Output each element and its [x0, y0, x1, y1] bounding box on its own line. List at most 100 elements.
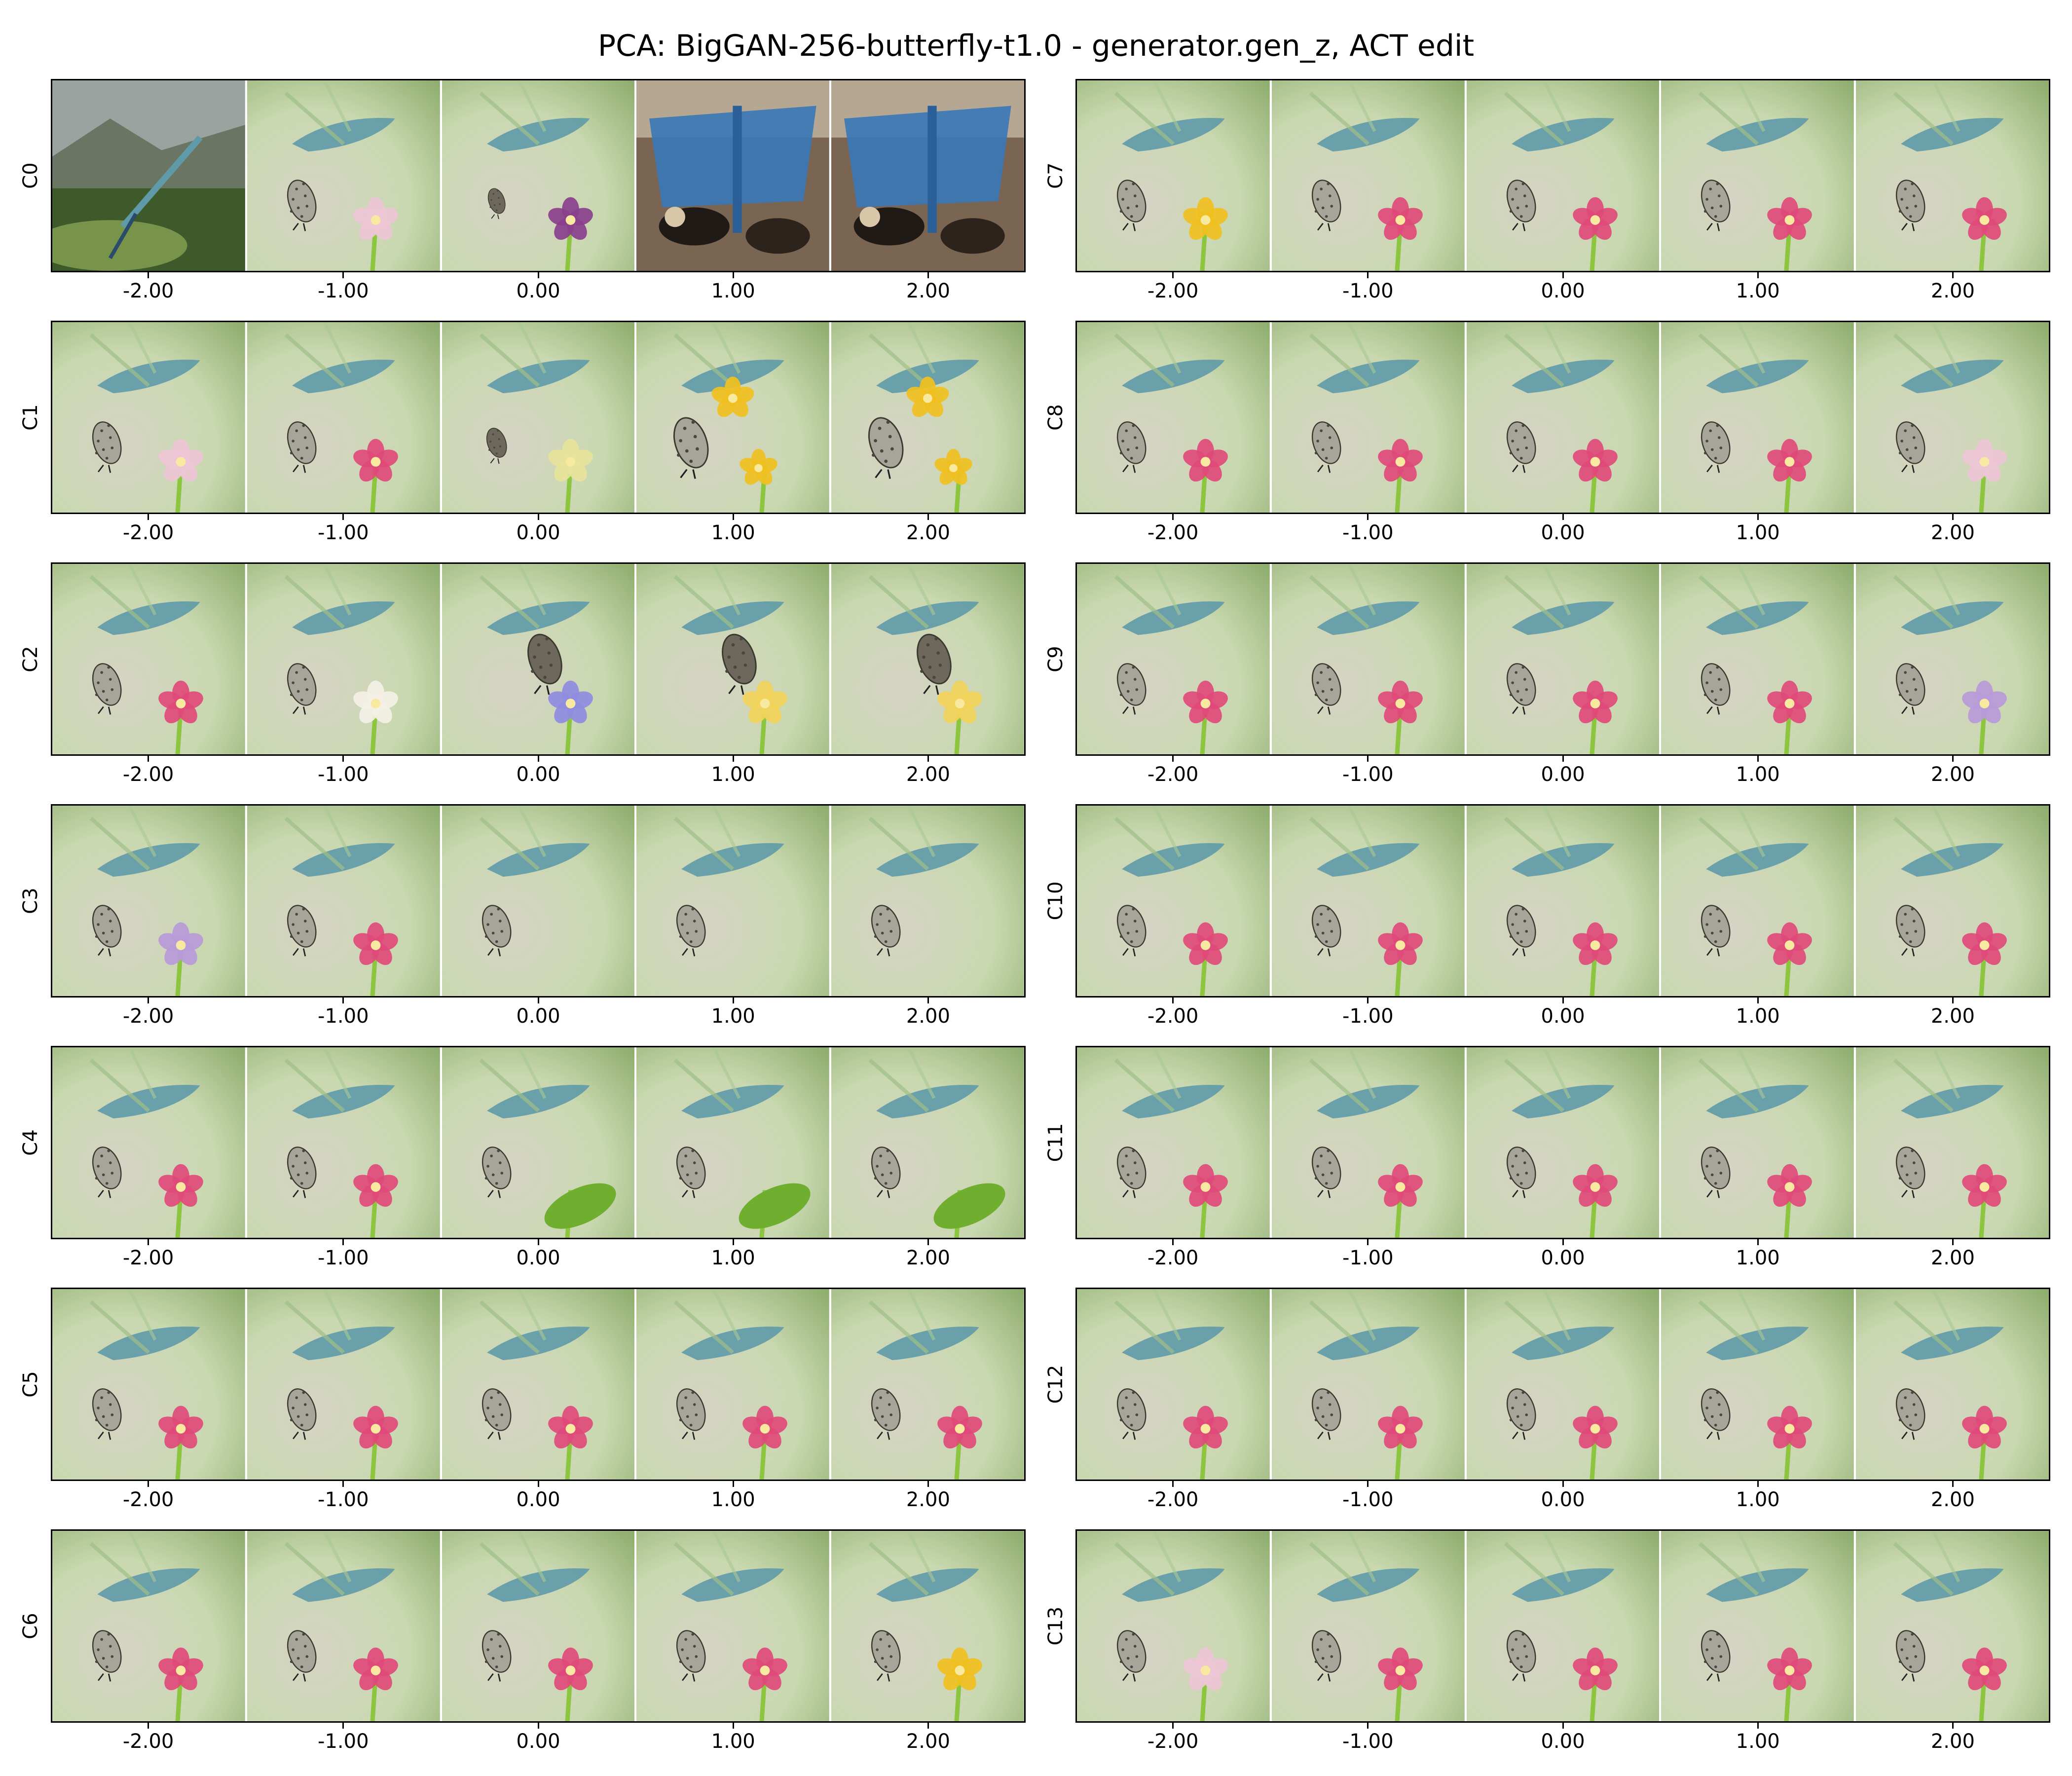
x-tick: [1367, 1481, 1369, 1487]
x-tick: [1562, 272, 1564, 278]
x-tick-label: -2.00: [122, 763, 174, 786]
x-tick-label: 1.00: [1736, 1247, 1780, 1269]
generated-image: [1269, 1289, 1465, 1480]
generated-image: [829, 564, 1024, 754]
generated-image: [1269, 564, 1465, 754]
x-tick: [1172, 1481, 1174, 1487]
x-tick-label: 1.00: [1736, 1730, 1780, 1753]
x-tick: [537, 1723, 539, 1729]
x-tick: [1562, 998, 1564, 1003]
x-tick: [342, 1239, 344, 1245]
x-tick-label: 2.00: [906, 521, 950, 544]
generated-image: [1464, 1531, 1660, 1721]
generated-image: [829, 80, 1024, 271]
x-tick-label: -1.00: [1342, 521, 1394, 544]
x-tick: [342, 756, 344, 762]
image-strip: [51, 1529, 1026, 1723]
generated-image: [245, 564, 440, 754]
x-tick-label: -1.00: [318, 1730, 369, 1753]
generated-image: [245, 1047, 440, 1238]
x-tick: [1172, 998, 1174, 1003]
generated-image: [1077, 806, 1270, 996]
x-tick-label: -1.00: [318, 1247, 369, 1269]
generated-image: [1077, 1047, 1270, 1238]
generated-image: [440, 1289, 635, 1480]
generated-image: [52, 1047, 245, 1238]
generated-image: [1269, 322, 1465, 513]
x-tick: [537, 1481, 539, 1487]
x-tick-label: 0.00: [1541, 1488, 1585, 1511]
x-tick-label: 2.00: [906, 280, 950, 302]
x-tick: [1367, 756, 1369, 762]
x-tick: [1172, 272, 1174, 278]
x-tick-label: 0.00: [516, 521, 560, 544]
x-tick: [1952, 1723, 1954, 1729]
generated-image: [1854, 322, 2049, 513]
x-tick-label: -2.00: [1147, 521, 1199, 544]
row-label: C13: [1044, 1606, 1067, 1646]
x-tick-label: -1.00: [1342, 280, 1394, 302]
generated-image: [829, 1047, 1024, 1238]
x-tick-label: 1.00: [1736, 1005, 1780, 1028]
x-tick: [1952, 998, 1954, 1003]
x-tick: [342, 1481, 344, 1487]
x-tick: [148, 1239, 149, 1245]
generated-image: [1659, 1289, 1854, 1480]
x-tick: [1172, 756, 1174, 762]
x-tick-label: 2.00: [906, 1247, 950, 1269]
row-label: C12: [1044, 1365, 1067, 1404]
generated-image: [245, 322, 440, 513]
x-tick-label: 1.00: [711, 521, 755, 544]
image-strip: [1075, 1288, 2050, 1481]
generated-image: [52, 322, 245, 513]
x-tick-label: -1.00: [1342, 763, 1394, 786]
x-tick-label: 1.00: [1736, 1488, 1780, 1511]
x-tick: [537, 1239, 539, 1245]
x-tick: [1367, 1723, 1369, 1729]
x-tick-label: 2.00: [1930, 1247, 1975, 1269]
x-tick-label: -2.00: [1147, 1488, 1199, 1511]
x-tick: [1562, 514, 1564, 520]
generated-image: [1854, 806, 2049, 996]
generated-image: [634, 1047, 830, 1238]
x-tick: [1367, 1239, 1369, 1245]
x-tick-label: -1.00: [1342, 1247, 1394, 1269]
x-tick: [342, 1723, 344, 1729]
row-label: C2: [19, 646, 42, 672]
x-tick: [732, 1723, 734, 1729]
image-strip: [51, 1288, 1026, 1481]
generated-image: [440, 1047, 635, 1238]
x-tick: [148, 514, 149, 520]
x-tick-label: -2.00: [1147, 1247, 1199, 1269]
generated-image: [1077, 1531, 1270, 1721]
x-tick-label: -1.00: [1342, 1730, 1394, 1753]
x-tick: [537, 514, 539, 520]
x-tick: [732, 998, 734, 1003]
row-label: C9: [1044, 646, 1067, 672]
generated-image: [1464, 1047, 1660, 1238]
x-tick: [732, 514, 734, 520]
x-tick-label: 1.00: [711, 1730, 755, 1753]
x-tick-label: -2.00: [1147, 763, 1199, 786]
x-tick-label: 1.00: [711, 763, 755, 786]
generated-image: [829, 1289, 1024, 1480]
x-tick: [1757, 1239, 1759, 1245]
row-label: C0: [19, 162, 42, 189]
x-tick-label: 0.00: [516, 1730, 560, 1753]
row-label: C7: [1044, 162, 1067, 189]
x-tick: [148, 272, 149, 278]
generated-image: [1659, 322, 1854, 513]
generated-image: [52, 1289, 245, 1480]
image-strip: [51, 79, 1026, 272]
generated-image: [1269, 80, 1465, 271]
generated-image: [440, 564, 635, 754]
image-strip: [1075, 804, 2050, 998]
x-tick-label: 1.00: [1736, 763, 1780, 786]
x-tick: [1757, 514, 1759, 520]
generated-image: [245, 80, 440, 271]
row-label: C10: [1044, 881, 1067, 921]
x-tick: [148, 998, 149, 1003]
x-tick-label: 0.00: [516, 280, 560, 302]
x-tick: [732, 272, 734, 278]
x-tick-label: -2.00: [1147, 1005, 1199, 1028]
